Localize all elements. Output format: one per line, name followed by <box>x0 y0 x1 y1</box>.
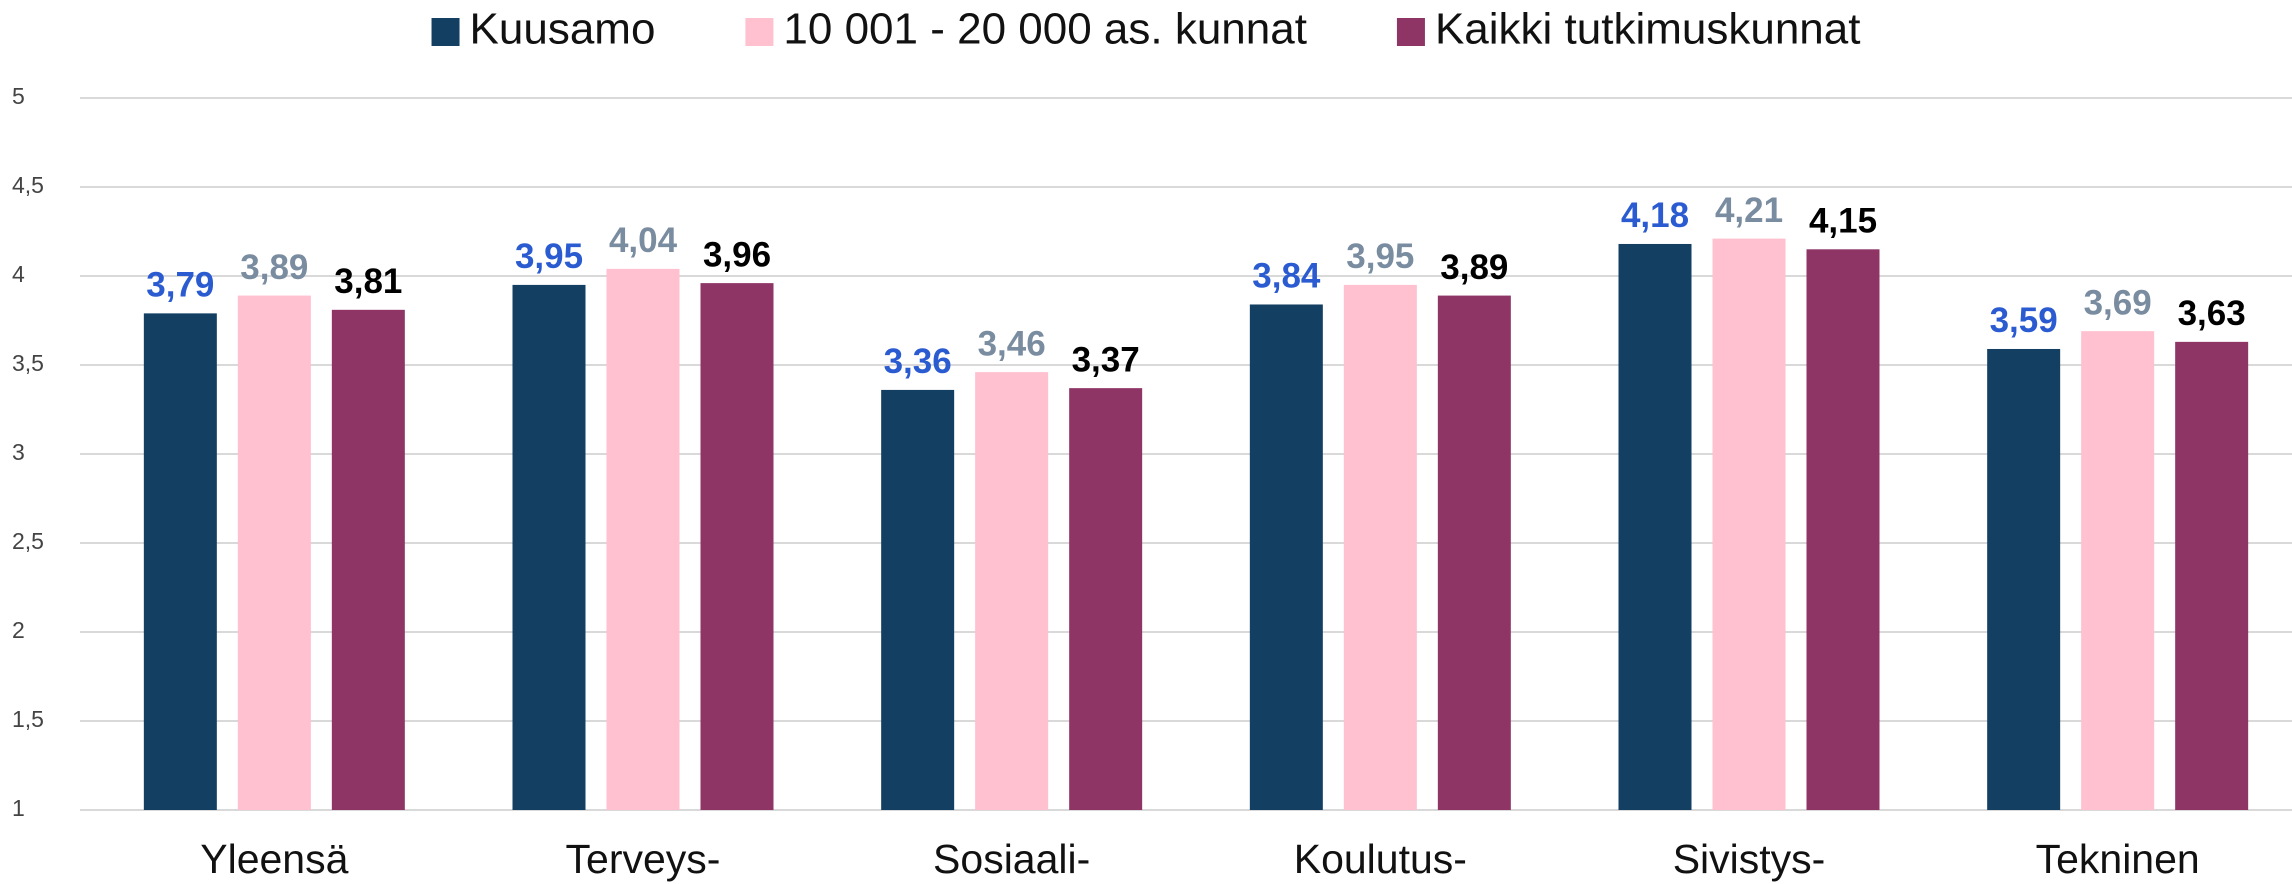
bar <box>606 268 680 810</box>
bar <box>1437 295 1511 811</box>
value-label: 3,84 <box>1252 257 1321 296</box>
bar <box>1806 249 1880 811</box>
value-label: 3,95 <box>515 237 583 276</box>
y-tick-label: 2 <box>12 617 25 643</box>
value-label: 3,96 <box>703 235 771 274</box>
y-tick-label: 3,5 <box>12 350 44 376</box>
bar <box>881 389 955 810</box>
legend-label: Kaikki tutkimuskunnat <box>1435 5 1861 54</box>
bar <box>331 309 405 810</box>
value-label: 3,59 <box>1990 301 2058 340</box>
bar <box>1069 388 1143 810</box>
bar <box>700 283 774 810</box>
legend-swatch <box>745 18 774 46</box>
value-label: 3,63 <box>2178 294 2246 333</box>
y-tick-label: 3 <box>12 439 25 465</box>
value-label: 3,89 <box>240 248 308 287</box>
value-label: 3,95 <box>1346 237 1414 276</box>
x-tick-label: Terveys- <box>566 836 721 882</box>
legend-label: 10 001 - 20 000 as. kunnat <box>783 5 1307 54</box>
x-tick-label: Koulutus- <box>1294 836 1467 882</box>
y-tick-label: 1,5 <box>12 706 44 732</box>
bar <box>237 295 311 811</box>
value-label: 3,79 <box>146 266 214 305</box>
value-label: 4,18 <box>1621 196 1689 235</box>
value-label: 3,89 <box>1440 248 1508 287</box>
x-tick-label: Yleensä <box>200 836 348 882</box>
legend-label: Kuusamo <box>470 5 656 54</box>
x-tick-label: Sosiaali- <box>933 836 1090 882</box>
y-tick-label: 2,5 <box>12 528 44 554</box>
bar <box>2081 331 2155 810</box>
bar <box>1712 238 1786 810</box>
legend-swatch <box>1396 18 1425 46</box>
bar <box>1249 304 1323 810</box>
y-tick-label: 1 <box>12 795 25 821</box>
value-label: 3,37 <box>1072 340 1140 379</box>
x-tick-label: Sivistys- <box>1673 836 1826 882</box>
bar <box>512 284 586 810</box>
bar <box>1343 284 1417 810</box>
y-tick-label: 4,5 <box>12 172 44 198</box>
bar <box>1987 348 2061 810</box>
value-label: 3,36 <box>884 342 952 381</box>
bar <box>1618 243 1692 810</box>
y-tick-label: 5 <box>12 83 25 109</box>
y-tick-label: 4 <box>12 261 25 287</box>
value-label: 3,81 <box>334 262 402 301</box>
bar <box>975 372 1049 810</box>
bar <box>143 313 217 810</box>
value-label: 4,04 <box>609 221 678 260</box>
legend-swatch <box>431 18 460 46</box>
value-label: 4,15 <box>1809 202 1877 241</box>
value-label: 3,46 <box>978 324 1046 363</box>
x-tick-label: Tekninen <box>2036 836 2200 882</box>
value-label: 3,69 <box>2084 283 2152 322</box>
bar <box>2175 341 2249 810</box>
value-label: 4,21 <box>1715 191 1783 230</box>
